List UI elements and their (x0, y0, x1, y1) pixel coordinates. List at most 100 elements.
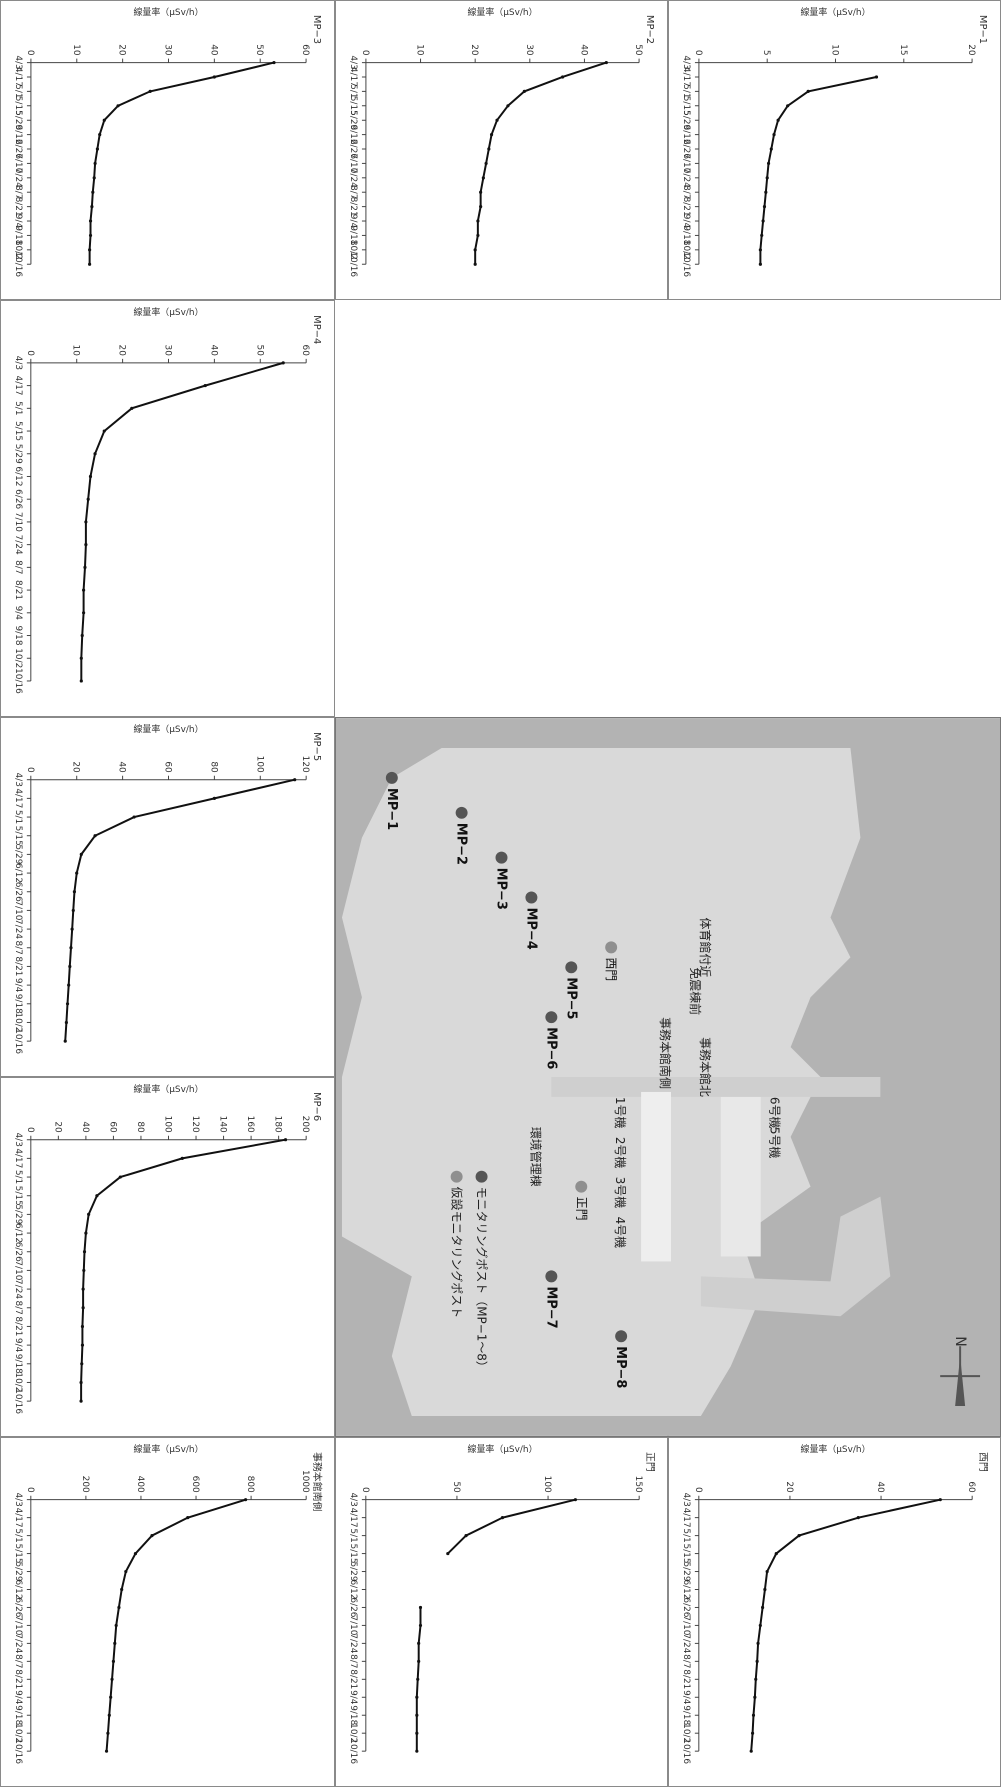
legend-mp-marker (475, 1170, 488, 1183)
data-point (786, 104, 790, 108)
data-point (751, 1713, 756, 1717)
mp4-label: MP−4 (523, 908, 538, 950)
y-tick-label: 600 (190, 1476, 200, 1493)
x-tick-label: 4/3 (681, 55, 691, 69)
y-tick-label: 10 (830, 44, 840, 56)
data-point (561, 75, 565, 79)
x-tick-label: 8/7 (348, 1654, 358, 1668)
chart-office-south: 事務本館南側 4/3 4/17 5/1 5/15 5/29 6/12 6/26 7/10 7/24… (0, 1437, 335, 1787)
data-point (68, 964, 72, 969)
mp3-chart-svg: MP−34/34/175/15/155/296/126/267/107/248/… (13, 6, 322, 278)
north-arrow: N (940, 1336, 981, 1407)
y-tick-label: 50 (451, 1481, 461, 1493)
data-point (114, 1623, 118, 1628)
x-tick-label: 5/29 (13, 444, 23, 464)
data-point (90, 205, 94, 209)
data-point (113, 1641, 117, 1645)
x-tick-label: 10/16 (13, 1028, 23, 1054)
x-tick-label: 10/16 (348, 251, 358, 277)
chart-mp1: MP−1 4/3 4/17 5/1 5/15 5/29 6/12 6/26 7/10 7/24 8/… (668, 0, 1001, 300)
data-point (93, 161, 97, 165)
x-tick-label: 7/24 (13, 535, 23, 555)
mp1-chart-svg: MP−14/34/175/15/155/296/126/267/107/248/… (681, 6, 988, 278)
data-point (106, 1731, 110, 1735)
data-point (148, 89, 152, 93)
x-tick-label: 6/12 (13, 125, 23, 145)
x-tick-label: 5/29 (13, 1204, 23, 1224)
x-tick-label: 4/3 (13, 773, 23, 787)
data-point (83, 565, 87, 569)
x-tick-label: 8/7 (13, 185, 23, 199)
data-point (75, 871, 79, 875)
gym-label: 体育館付近 (698, 917, 713, 977)
chart-mp4: MP−4 4/3 4/17 5/1 5/15 5/29 6/12 6/26 7/10 7/24 8/… (0, 300, 335, 717)
y-tick-label: 20 (469, 44, 479, 56)
y-tick-label: 30 (524, 44, 534, 56)
y-tick-label: 20 (71, 761, 81, 773)
data-point (417, 1659, 421, 1663)
data-point (776, 118, 780, 122)
data-point (79, 852, 83, 856)
y-tick-label: 20 (784, 1481, 794, 1493)
x-tick-label: 9/4 (681, 214, 691, 229)
x-tick-label: 6/26 (13, 882, 23, 902)
x-tick-label: 5/15 (13, 421, 23, 441)
data-point (418, 1605, 423, 1610)
x-tick-label: 5/1 (13, 810, 23, 824)
y-tick-label: 60 (107, 1121, 117, 1133)
mp3-marker (495, 851, 508, 864)
data-point (476, 219, 480, 223)
data-point (415, 1713, 419, 1717)
x-tick-label: 8/21 (13, 1669, 23, 1689)
x-tick-label: 5/15 (681, 96, 691, 116)
y-tick-label: 40 (117, 761, 127, 773)
data-point (754, 1677, 758, 1681)
x-tick-label: 8/7 (13, 1301, 23, 1315)
y-tick-label: 40 (208, 44, 218, 56)
y-tick-label: 0 (25, 350, 35, 356)
series-line (750, 1498, 941, 1752)
y-tick-label: 30 (163, 345, 173, 357)
y-tick-label: 180 (273, 1116, 283, 1133)
data-point (573, 1498, 577, 1502)
x-tick-label: 10/16 (13, 1738, 23, 1764)
west-gate-marker (605, 941, 618, 954)
x-tick-label: 9/18 (13, 994, 23, 1014)
data-point (797, 1534, 801, 1538)
data-point (749, 1749, 753, 1753)
y-tick-label: 10 (71, 345, 81, 357)
data-point (495, 118, 499, 122)
x-tick-label: 10/16 (13, 1388, 23, 1414)
x-tick-label: 7/24 (13, 919, 23, 939)
x-tick-label: 8/21 (681, 197, 691, 217)
west-gate-chart-svg: 西門 4/3 4/175/1 5/155/296/126/267/107/248/78… (681, 1443, 989, 1764)
x-tick-label: 7/10 (13, 1260, 23, 1280)
x-tick-label: 10/2 (348, 1723, 358, 1743)
x-tick-label: 8/7 (348, 185, 358, 199)
x-tick-label: 6/12 (681, 125, 691, 145)
data-point (104, 1749, 109, 1753)
y-tick-label: 0 (25, 1127, 35, 1133)
data-point (86, 497, 90, 501)
y-tick-label: 80 (208, 761, 218, 773)
y-axis-label: 線量率（μSv/h） (133, 1083, 203, 1095)
data-point (415, 1731, 419, 1735)
y-tick-label: 0 (25, 1487, 35, 1493)
x-tick-label: 6/26 (13, 139, 23, 159)
data-point (487, 147, 491, 151)
breakwater-south (551, 1077, 881, 1097)
x-tick-label: 4/17 (13, 376, 23, 396)
y-tick-label: 200 (300, 1116, 310, 1133)
data-point (95, 1194, 99, 1198)
x-tick-label: 5/1 (13, 1170, 23, 1184)
x-tick-label: 8/21 (13, 197, 23, 217)
data-point (81, 1287, 85, 1291)
main-gate-label: 正門 (574, 1197, 588, 1221)
data-point (244, 1498, 248, 1502)
y-tick-label: 20 (52, 1121, 62, 1133)
x-tick-label: 7/24 (681, 168, 691, 188)
y-tick-label: 40 (875, 1481, 885, 1493)
data-point (506, 104, 510, 108)
monitoring-posts: MP−1 MP−2 MP−3 MP−4 MP−5 MP−6 MP−7 MP−8 (384, 771, 628, 1388)
mp2-chart-svg: MP−24/34/175/15/155/296/126/267/107/248/… (348, 6, 655, 278)
